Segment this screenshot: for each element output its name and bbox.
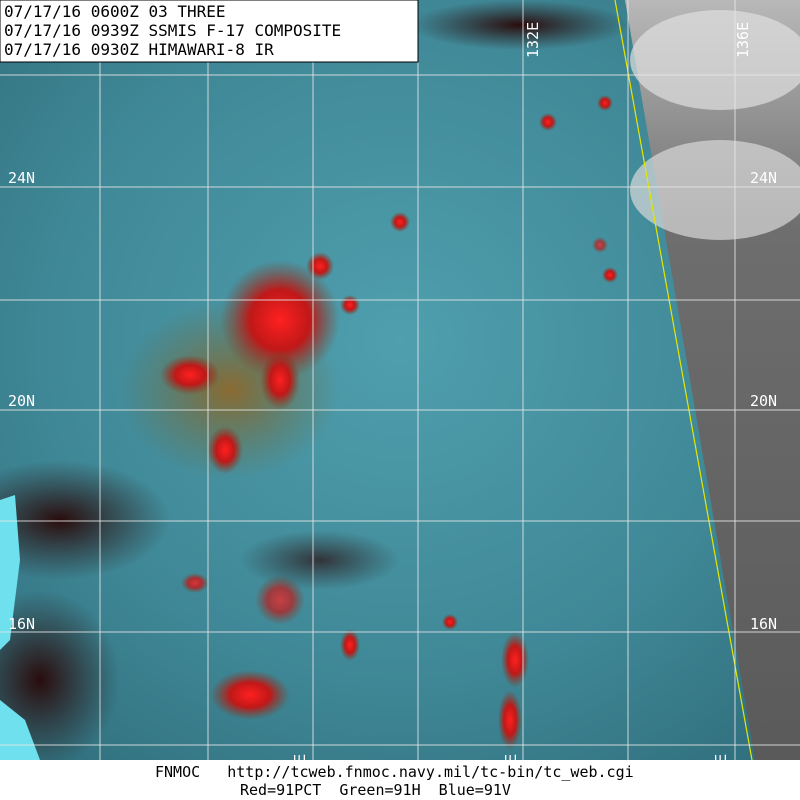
- footer-background: [0, 760, 800, 800]
- lat-label: 24N: [750, 169, 777, 187]
- lon-label: 136E: [734, 22, 752, 58]
- footer-source: FNMOC http://tcweb.fnmoc.navy.mil/tc-bin…: [155, 763, 634, 781]
- header: 07/17/16 0600Z 03 THREE 07/17/16 0939Z S…: [0, 0, 419, 63]
- footer: FNMOC http://tcweb.fnmoc.navy.mil/tc-bin…: [155, 763, 634, 799]
- footer-channels: Red=91PCT Green=91H Blue=91V: [240, 781, 511, 799]
- header-line: 07/17/16 0930Z HIMAWARI-8 IR: [4, 40, 274, 59]
- lat-label: 20N: [8, 392, 35, 410]
- lon-label: 132E: [524, 22, 542, 58]
- lat-label: 16N: [750, 615, 777, 633]
- lat-label: 24N: [8, 169, 35, 187]
- lat-labels: 24N 20N 16N 24N 20N 16N: [8, 169, 777, 633]
- lat-label: 20N: [750, 392, 777, 410]
- header-line: 07/17/16 0939Z SSMIS F-17 COMPOSITE: [4, 21, 341, 40]
- lat-lon-grid: [0, 0, 800, 760]
- header-line: 07/17/16 0600Z 03 THREE: [4, 2, 226, 21]
- imagery: [0, 0, 800, 770]
- lat-label: 16N: [8, 615, 35, 633]
- header-box: [0, 0, 419, 63]
